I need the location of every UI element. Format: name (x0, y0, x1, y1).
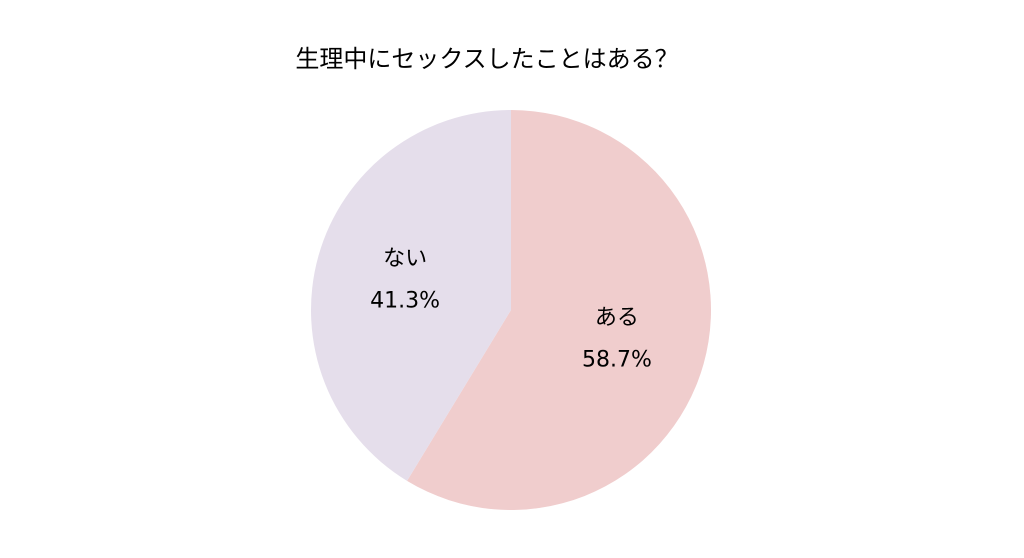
slice-value-label: 41.3% (370, 288, 440, 313)
slice-label: ない (383, 246, 427, 271)
slice-value-label: 58.7% (582, 348, 652, 373)
chart-title: 生理中にセックスしたことはある？ (295, 45, 678, 73)
pie-slice (407, 110, 711, 510)
slice-label: ある (595, 306, 639, 331)
pie-slice (311, 110, 511, 481)
